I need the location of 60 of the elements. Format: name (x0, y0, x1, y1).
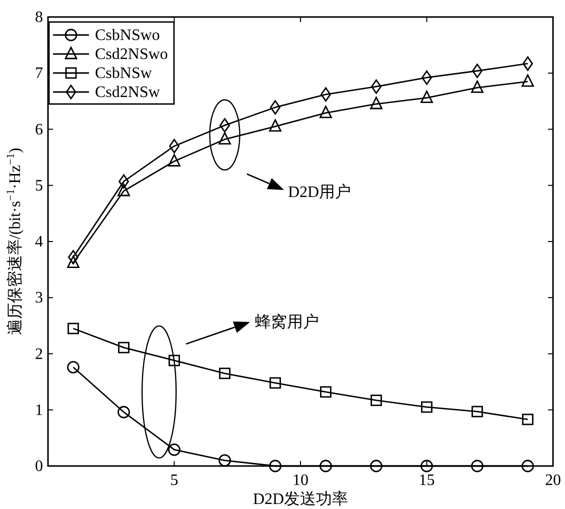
point (168, 444, 180, 456)
point (472, 64, 482, 78)
point (320, 87, 331, 102)
point (269, 119, 282, 132)
x-tick-label: 5 (170, 472, 178, 489)
y-tick-label: 5 (35, 177, 43, 194)
point (522, 56, 533, 71)
legend-label: Csd2NSwo (95, 46, 168, 63)
point (370, 96, 382, 110)
point (118, 174, 129, 189)
y-tick-label: 7 (35, 65, 43, 82)
point (320, 460, 332, 472)
point (68, 250, 78, 264)
y-tick-label: 6 (35, 121, 43, 138)
point (67, 361, 80, 374)
x-tick-label: 20 (545, 472, 561, 489)
point (118, 406, 130, 418)
point (522, 460, 534, 472)
point (118, 342, 130, 354)
point (320, 106, 332, 118)
point (420, 460, 433, 472)
point (118, 184, 130, 196)
x-tick-label: 15 (418, 472, 435, 489)
point (471, 80, 484, 93)
point (420, 90, 433, 104)
point (522, 74, 534, 87)
point (168, 154, 180, 166)
annotation: 蜂窝用户 (255, 313, 319, 331)
point (421, 401, 432, 413)
y-tick-label: 2 (35, 346, 43, 363)
annotation: D2D用户 (288, 183, 352, 201)
point (370, 460, 382, 472)
legend-label: CsbNSw (95, 65, 152, 82)
point (220, 118, 230, 133)
point (168, 354, 180, 366)
point (422, 70, 432, 85)
y-tick-label: 1 (35, 402, 43, 419)
x-tick-label: 10 (292, 472, 308, 489)
y-tick-label: 4 (35, 234, 43, 250)
point (370, 394, 382, 406)
point (219, 368, 230, 380)
point (218, 132, 231, 145)
point (371, 79, 382, 94)
point (169, 138, 180, 154)
point (218, 454, 231, 467)
point (68, 322, 79, 334)
point (67, 256, 80, 268)
legend-label: Csd2NSw (95, 84, 160, 101)
point (320, 386, 332, 398)
point (270, 100, 280, 115)
point (270, 377, 281, 389)
y-tick-label: 0 (35, 458, 43, 475)
x-axis-title: D2D发送功率 (252, 490, 348, 508)
point (269, 460, 282, 472)
point (472, 406, 483, 418)
legend-label: CsbNSwo (95, 27, 160, 44)
point (471, 460, 484, 472)
y-tick-label: 8 (35, 9, 43, 26)
point (522, 414, 534, 426)
y-tick-label: 3 (35, 290, 43, 307)
